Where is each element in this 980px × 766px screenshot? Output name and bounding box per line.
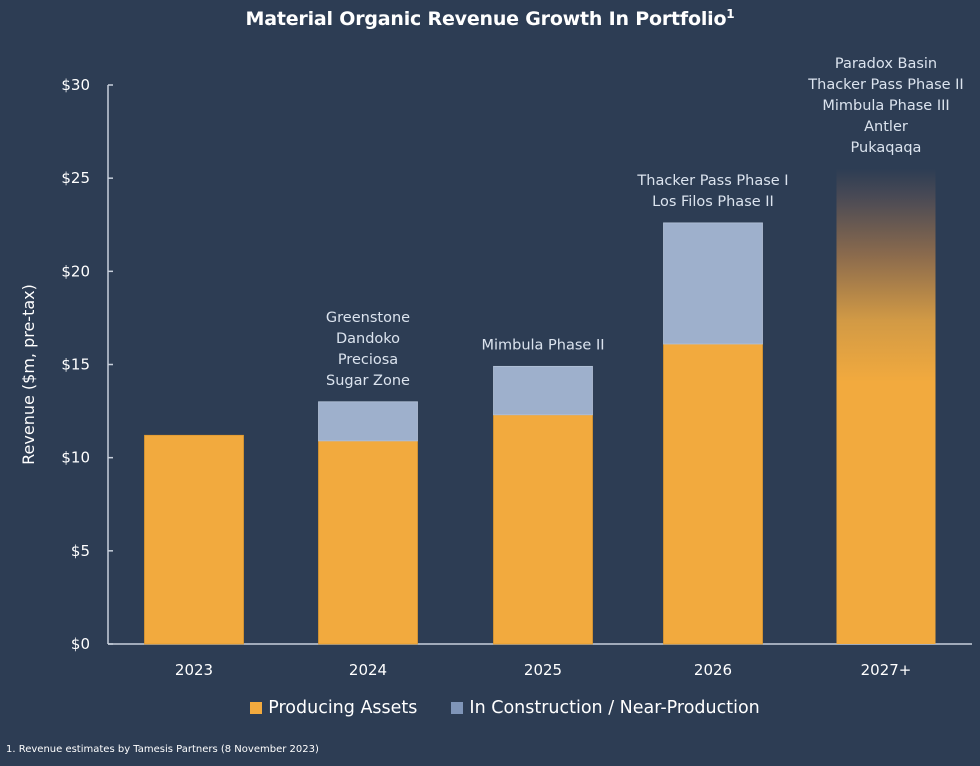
- annotation-label: Thacker Pass Phase I: [636, 173, 788, 189]
- y-tick-label: $0: [71, 635, 90, 653]
- y-tick-label: $30: [61, 76, 90, 94]
- annotation-label: Mimbula Phase III: [822, 98, 949, 114]
- legend-label-construction: In Construction / Near-Production: [469, 698, 760, 718]
- y-tick-label: $5: [71, 542, 90, 560]
- annotation-label: Preciosa: [338, 352, 398, 368]
- bar-2025-producing: [493, 414, 593, 645]
- annotation-label: Los Filos Phase II: [652, 194, 774, 210]
- legend-swatch-construction: [451, 702, 464, 714]
- legend-label-producing: Producing Assets: [268, 698, 418, 718]
- chart-title: Material Organic Revenue Growth In Portf…: [0, 7, 980, 30]
- annotation-label: Mimbula Phase II: [481, 337, 604, 353]
- bars: [144, 168, 936, 645]
- annotation-label: Sugar Zone: [326, 373, 410, 389]
- footnote: 1. Revenue estimates by Tamesis Partners…: [6, 744, 319, 755]
- x-tick-label: 2027+: [861, 661, 912, 679]
- y-tick-label: $15: [61, 356, 90, 374]
- annotation-label: Antler: [864, 119, 908, 135]
- y-tick-label: $10: [61, 449, 90, 467]
- bar-2026-construction: [663, 222, 763, 345]
- labels: $0 $5 $10 $15 $20 $25 $30 Revenue ($m, pre-tax)…: [19, 56, 964, 679]
- legend-item-producing: Producing Assets: [250, 698, 417, 718]
- bar-2026-producing: [663, 343, 763, 645]
- y-tick-label: $25: [61, 169, 90, 187]
- annotation-label: Thacker Pass Phase II: [807, 77, 963, 93]
- legend-item-construction: In Construction / Near-Production: [451, 698, 760, 718]
- annotation-label: Dandoko: [336, 331, 400, 347]
- annotation-label: Paradox Basin: [835, 56, 937, 72]
- bar-2024-producing: [318, 440, 418, 645]
- bar-2027plus-producing: [836, 168, 936, 644]
- legend-swatch-producing: [250, 702, 263, 714]
- annotation-label: Pukaqaqa: [851, 140, 922, 156]
- annotation-label: Greenstone: [326, 310, 410, 326]
- title-footnote-marker: 1: [726, 7, 735, 21]
- bar-2023-producing: [144, 434, 244, 645]
- bar-2024-construction: [318, 401, 418, 442]
- chart-title-text: Material Organic Revenue Growth In Portf…: [245, 8, 727, 30]
- y-axis-title: Revenue ($m, pre-tax): [19, 284, 38, 465]
- y-tick-label: $20: [61, 262, 90, 280]
- x-tick-label: 2025: [524, 661, 562, 679]
- legend: Producing Assets In Construction / Near-…: [0, 698, 980, 718]
- x-tick-label: 2026: [694, 661, 732, 679]
- x-tick-label: 2023: [175, 661, 213, 679]
- bar-2025-construction: [493, 365, 593, 416]
- x-tick-label: 2024: [349, 661, 387, 679]
